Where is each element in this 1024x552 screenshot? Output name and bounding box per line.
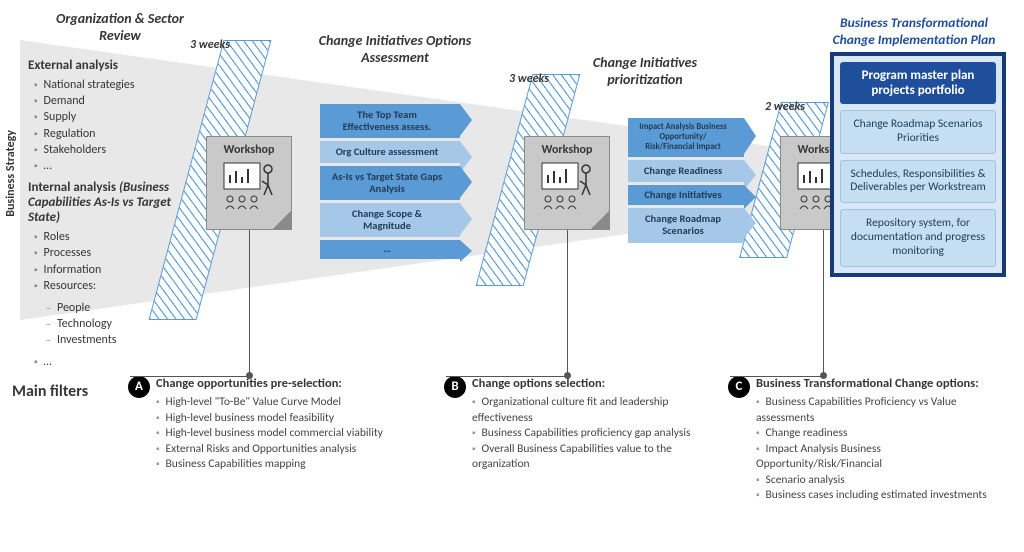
list-item: Business Capabilities Proficiency vs Val… [756,395,1006,426]
list-item: Change readiness [756,426,1006,442]
workshop-1: Workshop [206,136,292,230]
filter-badge-c: C [728,376,750,398]
presentation-icon [525,161,609,216]
connector-b [567,230,568,376]
arrow-item: Change Scope & Magnitude [320,203,460,237]
analysis-box: External analysis National strategies De… [28,58,196,377]
internal-tail: … [28,354,196,370]
list-item: People [46,300,196,316]
connector-a [249,230,250,376]
filter-b: B Change options selection: Organization… [452,376,702,473]
filter-list: Business Capabilities Proficiency vs Val… [756,395,1006,504]
arrow-item: Change Readiness [628,160,744,182]
portfolio-title: Business Transformational Change Impleme… [824,14,1004,48]
external-list: National strategies Demand Supply Regula… [28,77,196,174]
internal-analysis-title: Internal analysis (Business Capabilities… [28,180,196,225]
filter-title: Change opportunities pre-selection: [156,376,386,391]
phase1-title: Organization & Sector Review [40,10,200,44]
workshop-2: Workshop [524,136,610,230]
arrow-item: … [320,240,460,258]
list-item: Business Capabilities mapping [156,457,386,473]
filter-a: A Change opportunities pre-selection: Hi… [136,376,386,473]
list-item: Business Capabilities proficiency gap an… [472,426,702,442]
connector-c-h [730,376,823,377]
list-item: Scenario analysis [756,473,1006,489]
list-item: Information [34,262,196,278]
filter-badge-b: B [444,376,466,398]
portfolio-header: Program master plan projects portfolio [840,62,996,104]
list-item: Processes [34,245,196,261]
arrow-item: The Top Team Effectiveness assess. [320,104,460,138]
list-item: External Risks and Opportunities analysi… [156,442,386,458]
portfolio-panel: Program master plan projects portfolio C… [830,52,1006,277]
arrows-phase2: The Top Team Effectiveness assess. Org C… [320,104,460,262]
phase3-title: Change Initiatives prioritization [570,54,720,88]
filter-title: Change options selection: [472,376,702,391]
list-item: Roles [34,229,196,245]
arrow-item: Impact Analysis Business Opportunity/ Ri… [628,118,744,157]
resources-list: People Technology Investments [28,300,196,349]
list-item: Impact Analysis Business Opportunity/Ris… [756,442,1006,473]
week-label-1: 3 weeks [190,38,230,52]
main-filters-label: Main filters [12,382,88,401]
list-item: Resources: [34,278,196,294]
filter-badge-a: A [128,376,150,398]
page-fold-icon [273,211,291,229]
phase2-title: Change Initiatives Options Assessment [300,32,490,66]
business-strategy-label: Business Strategy [4,130,18,217]
list-item: Investments [46,332,196,348]
workshop-label: Workshop [207,143,291,157]
list-item: Organizational culture fit and leadershi… [472,395,702,426]
filter-title: Business Transformational Change options… [756,376,1006,391]
portfolio-item: Schedules, Responsibilities & Deliverabl… [840,160,996,204]
arrows-phase3: Impact Analysis Business Opportunity/ Ri… [628,118,744,246]
connector-b-h [446,376,567,377]
list-item: Business cases including estimated inves… [756,488,1006,504]
external-analysis-title: External analysis [28,58,196,73]
list-item: Supply [34,109,196,125]
arrow-item: As-Is vs Target State Gaps Analysis [320,166,460,200]
connector-c [823,230,824,376]
list-item: High-level business model commercial via… [156,426,386,442]
list-item: Regulation [34,126,196,142]
workshop-label: Workshop [525,143,609,157]
filter-list: Organizational culture fit and leadershi… [472,395,702,473]
arrow-item: Change Initiatives [628,185,744,205]
list-item: High-level "To-Be" Value Curve Model [156,395,386,411]
list-item: National strategies [34,77,196,93]
list-item: Technology [46,316,196,332]
filter-list: High-level "To-Be" Value Curve Model Hig… [156,395,386,473]
list-item: Demand [34,93,196,109]
list-item: Stakeholders [34,142,196,158]
presentation-icon [207,161,291,216]
arrow-item: Change Roadmap Scenarios [628,208,744,242]
list-item: Overall Business Capabilities value to t… [472,442,702,473]
page-fold-icon [591,211,609,229]
filter-c: C Business Transformational Change optio… [736,376,1006,504]
list-item: … [34,158,196,174]
arrow-item: Org Culture assessment [320,141,460,163]
portfolio-item: Repository system, for documentation and… [840,209,996,266]
list-item: … [34,354,196,370]
list-item: High-level business model feasibility [156,411,386,427]
week-label-3: 2 weeks [765,100,805,114]
portfolio-item: Change Roadmap Scenarios Priorities [840,110,996,154]
internal-list: Roles Processes Information Resources: [28,229,196,294]
week-label-2: 3 weeks [509,72,549,86]
